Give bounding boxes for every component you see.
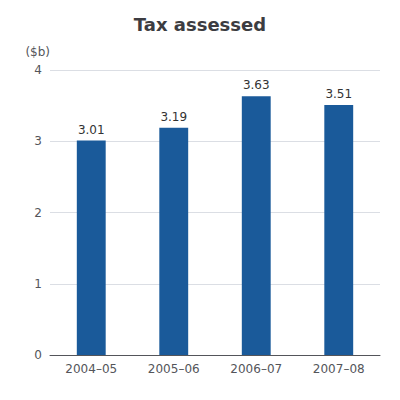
svg-text:($b): ($b) (25, 45, 50, 59)
svg-text:0: 0 (34, 348, 42, 362)
svg-text:2004–05: 2004–05 (65, 362, 117, 376)
svg-text:1: 1 (34, 277, 42, 291)
svg-text:3.63: 3.63 (243, 78, 270, 92)
svg-text:2005–06: 2005–06 (148, 362, 200, 376)
svg-text:4: 4 (34, 63, 42, 77)
svg-text:3.19: 3.19 (160, 110, 187, 124)
svg-text:Tax assessed: Tax assessed (134, 14, 266, 35)
svg-text:2: 2 (34, 206, 42, 220)
svg-text:2006–07: 2006–07 (230, 362, 282, 376)
svg-text:3: 3 (34, 134, 42, 148)
svg-text:3.51: 3.51 (325, 87, 352, 101)
svg-text:2007–08: 2007–08 (313, 362, 365, 376)
svg-text:3.01: 3.01 (78, 123, 105, 137)
